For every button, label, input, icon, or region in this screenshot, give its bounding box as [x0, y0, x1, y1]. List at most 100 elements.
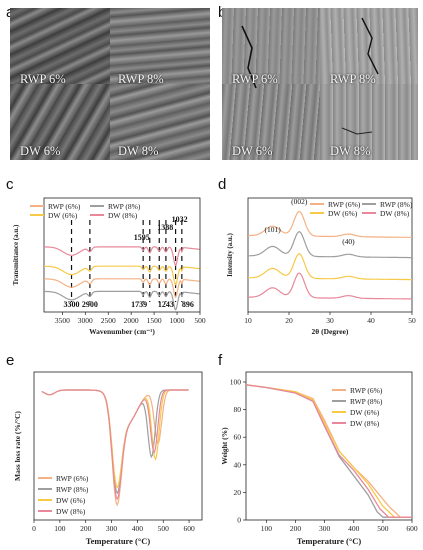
sem-quadrant-rwp6	[10, 8, 110, 84]
sem-image-a: RWP 6% RWP 8% DW 6% DW 8%	[10, 8, 210, 160]
plot-frame	[33, 371, 203, 521]
legend-label-1: RWP (8%)	[56, 485, 89, 494]
legend-label-2: DW (6%)	[48, 211, 78, 220]
sem-cracks	[241, 17, 379, 135]
legend-label-3: DW (8%)	[350, 419, 380, 428]
y-axis-label: Intensity (a.u.)	[226, 232, 234, 276]
sem-quadrant-dw8	[110, 84, 210, 160]
peak-label-bottom-1: 2900	[82, 300, 98, 309]
tg-series-1	[245, 384, 412, 518]
legend-label-0: RWP (6%)	[350, 386, 383, 395]
y-tick-label-3: 60	[234, 433, 242, 442]
x-tick-label-2: 200	[80, 524, 92, 533]
ftir-chart: 3500 3000 2500 2000 1500 1000 500 Wavenumber (c…	[12, 197, 206, 336]
xrd-series-0	[248, 210, 413, 238]
y-tick-label-5: 100	[230, 378, 242, 387]
sem-label-rwp6: RWP 6%	[20, 72, 66, 86]
annotation-002: (002)	[291, 197, 308, 206]
dtg-series-3	[41, 389, 189, 501]
x-tick-label-5: 600	[406, 524, 418, 533]
x-tick-label-0: 0	[32, 524, 36, 533]
legend-label-3: DW (8%)	[108, 211, 138, 220]
x-axis-label: Temperature (°C)	[86, 536, 151, 546]
y-axis-label: Weight (%)	[220, 427, 229, 465]
x-tick-label-1: 20	[285, 316, 293, 325]
xrd-series-1	[248, 231, 412, 259]
plot-frame	[245, 371, 413, 521]
sem-label-dw6: DW 6%	[20, 144, 61, 158]
ftir-series-3	[44, 246, 200, 267]
ftir-series-1	[44, 290, 200, 311]
x-tick-label-5: 500	[158, 524, 170, 533]
y-tick-label-1: 20	[234, 488, 242, 497]
sem-quadrant-dw8	[320, 84, 418, 160]
x-tick-label-0: 100	[261, 524, 273, 533]
x-axis-label: 2θ (Degree)	[312, 327, 349, 336]
peak-label-bottom-2: 1739	[131, 300, 147, 309]
plot-frame	[43, 197, 201, 313]
sem-quadrant-rwp8	[320, 8, 418, 84]
dtg-chart: 0 100 200 300 400 500 600 Temperature (°C) Mass …	[13, 371, 203, 546]
annotation-40: (40)	[342, 237, 355, 246]
sem-quadrant-rwp6	[222, 8, 320, 84]
sem-label-rwp8: RWP 8%	[330, 72, 376, 86]
legend-label-0: RWP (6%)	[56, 474, 89, 483]
x-tick-label-2: 300	[319, 524, 331, 533]
legend-label-0: RWP (6%)	[48, 202, 81, 211]
sem-quadrant-dw6	[222, 84, 320, 160]
tg-series-0	[245, 384, 412, 518]
x-tick-label-1: 200	[290, 524, 302, 533]
x-tick-label-6: 600	[183, 524, 195, 533]
legend-label-1: RWP (8%)	[380, 200, 413, 209]
ftir-series-2	[44, 265, 200, 286]
y-axis-label: Mass loss rate (%/°C)	[13, 411, 22, 481]
sem-quadrant-rwp8	[110, 8, 210, 84]
x-tick-label-0: 3500	[55, 316, 70, 325]
peak-label-bottom-3: 1243	[158, 300, 174, 309]
y-axis-label: Transmittance (a.u.)	[12, 224, 20, 285]
xrd-series-2	[248, 253, 412, 281]
sem-label-dw8: DW 8%	[330, 144, 371, 158]
legend-label-3: DW (8%)	[56, 507, 86, 516]
x-tick-label-4: 1500	[147, 316, 162, 325]
peak-label-top-1: 1388	[157, 223, 173, 232]
x-tick-label-1: 3000	[78, 316, 93, 325]
x-tick-label-0: 10	[244, 316, 252, 325]
xrd-series-3	[248, 272, 413, 300]
tg-chart: 100 200 300 400 500 600 0 20 40 60 80 100 Temperatur…	[220, 371, 418, 546]
sem-quadrant-dw6	[10, 84, 110, 160]
panel-letter-f: f	[218, 352, 223, 369]
tg-series-2	[245, 384, 412, 518]
legend-label-2: DW (6%)	[328, 209, 358, 218]
x-tick-label-1: 100	[54, 524, 66, 533]
legend-label-2: DW (6%)	[56, 496, 86, 505]
sem-label-dw6: DW 6%	[232, 144, 273, 158]
legend-label-1: RWP (8%)	[350, 397, 383, 406]
x-tick-label-3: 40	[367, 316, 375, 325]
x-tick-label-4: 50	[408, 316, 416, 325]
x-tick-label-2: 30	[326, 316, 334, 325]
legend-label-3: DW (8%)	[380, 209, 410, 218]
dtg-series-2	[41, 389, 189, 489]
x-axis-label: Temperature (°C)	[297, 536, 362, 546]
x-tick-label-4: 400	[132, 524, 144, 533]
panel-letter-d: d	[218, 176, 227, 193]
panel-letter-c: c	[6, 176, 14, 193]
legend-label-2: DW (6%)	[350, 408, 380, 417]
peak-label-top-0: 1595	[134, 233, 150, 242]
tg-series-3	[245, 384, 412, 518]
x-axis-label: Wavenumber (cm⁻¹)	[89, 327, 155, 336]
sem-image-b: RWP 6% RWP 8% DW 6% DW 8%	[222, 8, 418, 160]
y-tick-label-0: 0	[237, 516, 241, 525]
x-tick-label-3: 2000	[124, 316, 139, 325]
x-tick-label-6: 500	[194, 316, 206, 325]
peak-label-bottom-4: 896	[182, 300, 194, 309]
x-tick-label-4: 500	[377, 524, 389, 533]
sem-label-rwp8: RWP 8%	[118, 72, 164, 86]
ftir-series-0	[44, 278, 200, 299]
sem-label-dw8: DW 8%	[118, 144, 159, 158]
y-tick-label-2: 40	[234, 460, 242, 469]
x-tick-label-3: 300	[106, 524, 118, 533]
x-tick-label-2: 2500	[101, 316, 116, 325]
legend-label-1: RWP (8%)	[108, 202, 141, 211]
